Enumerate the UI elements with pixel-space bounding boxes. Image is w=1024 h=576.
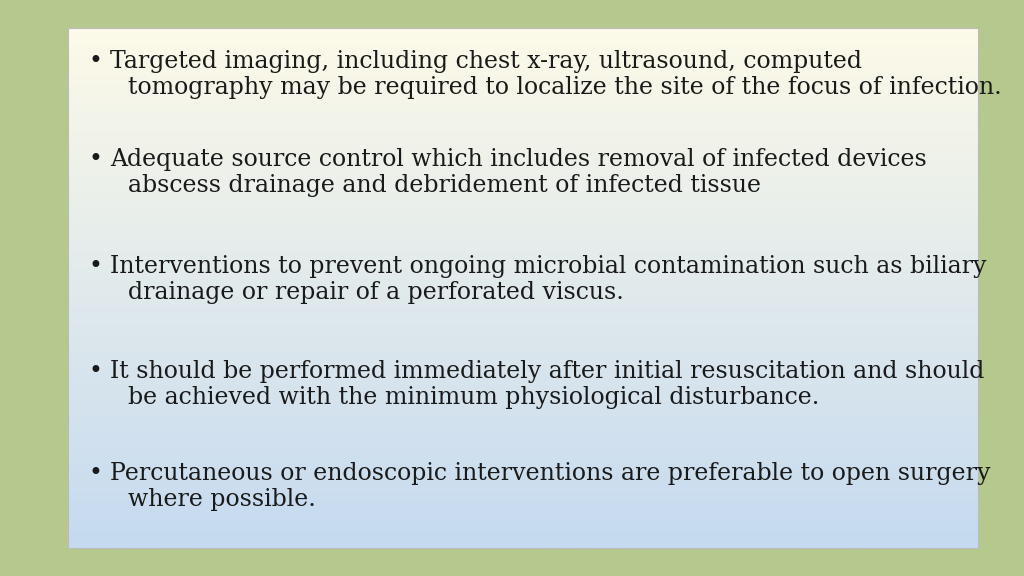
Text: be achieved with the minimum physiological disturbance.: be achieved with the minimum physiologic… [128,386,819,410]
Text: •: • [88,255,101,278]
Text: •: • [88,360,101,383]
Text: •: • [88,50,101,73]
Text: tomography may be required to localize the site of the focus of infection.: tomography may be required to localize t… [128,77,1001,99]
Text: Percutaneous or endoscopic interventions are preferable to open surgery: Percutaneous or endoscopic interventions… [110,462,990,485]
Text: •: • [88,462,101,485]
Text: Adequate source control which includes removal of infected devices: Adequate source control which includes r… [110,148,927,171]
Text: •: • [88,148,101,171]
Text: where possible.: where possible. [128,488,315,511]
Text: Interventions to prevent ongoing microbial contamination such as biliary: Interventions to prevent ongoing microbi… [110,255,986,278]
Text: abscess drainage and debridement of infected tissue: abscess drainage and debridement of infe… [128,175,761,198]
Text: It should be performed immediately after initial resuscitation and should: It should be performed immediately after… [110,360,984,383]
Text: Targeted imaging, including chest x-ray, ultrasound, computed: Targeted imaging, including chest x-ray,… [110,50,862,73]
Text: drainage or repair of a perforated viscus.: drainage or repair of a perforated viscu… [128,281,624,304]
Bar [68,28,978,548]
